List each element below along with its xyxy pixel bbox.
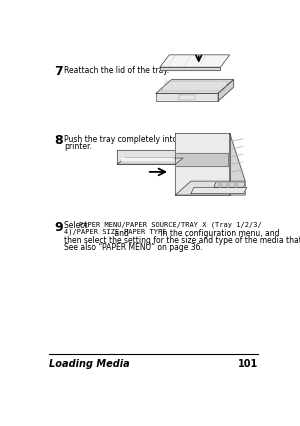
Polygon shape	[176, 182, 245, 196]
Circle shape	[218, 184, 222, 187]
Polygon shape	[160, 68, 220, 71]
Text: in the configuration menu, and: in the configuration menu, and	[158, 228, 280, 237]
Polygon shape	[156, 94, 218, 102]
Text: 101: 101	[238, 358, 258, 368]
Circle shape	[226, 184, 230, 187]
Polygon shape	[160, 56, 230, 68]
Polygon shape	[156, 81, 234, 94]
Text: 8: 8	[55, 134, 63, 147]
Polygon shape	[117, 158, 183, 165]
Polygon shape	[179, 96, 195, 100]
Polygon shape	[176, 134, 230, 196]
Polygon shape	[214, 182, 245, 188]
Text: 7: 7	[55, 65, 63, 78]
Text: Select: Select	[64, 221, 90, 230]
Circle shape	[234, 184, 238, 187]
Text: Loading Media: Loading Media	[49, 358, 130, 368]
Polygon shape	[121, 158, 173, 161]
Text: See also “PAPER MENU” on page 36.: See also “PAPER MENU” on page 36.	[64, 243, 203, 252]
Text: 9: 9	[55, 220, 63, 233]
Text: printer.: printer.	[64, 142, 92, 151]
Text: Reattach the lid of the tray.: Reattach the lid of the tray.	[64, 66, 169, 75]
Polygon shape	[176, 153, 228, 166]
Text: then select the setting for the size and type of the media that is loaded.: then select the setting for the size and…	[64, 236, 300, 245]
Text: Push the tray completely into the: Push the tray completely into the	[64, 135, 192, 144]
Text: PAPER MENU/PAPER SOURCE/TRAY X (Tray 1/2/3/: PAPER MENU/PAPER SOURCE/TRAY X (Tray 1/2…	[79, 221, 262, 227]
Polygon shape	[230, 134, 245, 196]
Polygon shape	[117, 151, 176, 165]
Text: 4)/PAPER SIZE: 4)/PAPER SIZE	[64, 228, 119, 235]
Text: and: and	[112, 228, 131, 237]
Polygon shape	[191, 188, 247, 194]
Text: PAPER TYPE: PAPER TYPE	[124, 228, 167, 234]
Polygon shape	[218, 81, 234, 102]
